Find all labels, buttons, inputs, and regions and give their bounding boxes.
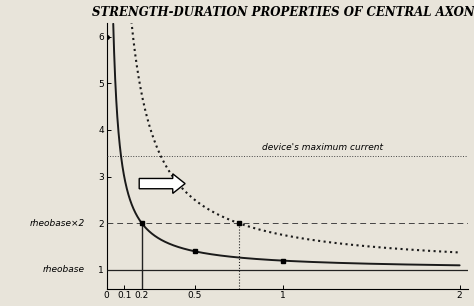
Title: STRENGTH-DURATION PROPERTIES OF CENTRAL AXONS: STRENGTH-DURATION PROPERTIES OF CENTRAL …	[92, 6, 474, 19]
Text: device's maximum current: device's maximum current	[262, 143, 383, 152]
Text: rheobase: rheobase	[43, 266, 85, 274]
FancyArrow shape	[139, 174, 185, 193]
Text: rheobase×2: rheobase×2	[29, 219, 85, 228]
